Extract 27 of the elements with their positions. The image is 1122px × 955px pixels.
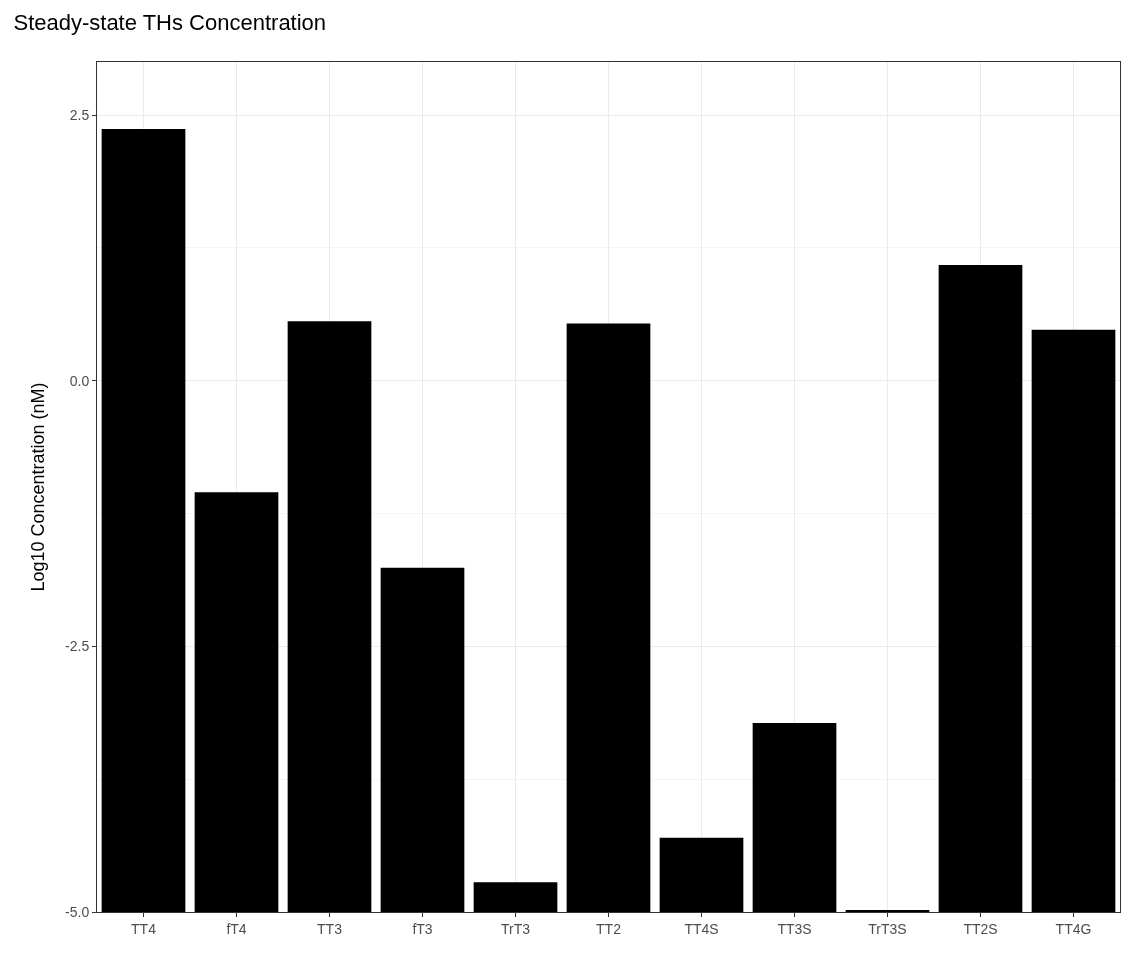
x-tick-label: TT2: [596, 920, 622, 937]
bar: [566, 323, 651, 912]
bar: [380, 567, 465, 912]
y-tick-label: -2.5: [65, 638, 90, 655]
x-tick-label: TT4: [131, 920, 157, 937]
bar: [752, 722, 837, 912]
x-tick-label: TrT3S: [868, 920, 907, 937]
x-tick-label: fT4: [226, 920, 247, 937]
y-axis-title: Log10 Concentration (nM): [28, 382, 49, 592]
y-tick-label: 0.0: [69, 372, 90, 389]
y-tick-label: 2.5: [69, 107, 90, 124]
x-tick-label: TT3: [317, 920, 343, 937]
x-tick-label: TT2S: [963, 920, 998, 937]
chart-title: Steady-state THs Concentration: [13, 9, 327, 35]
x-tick-label: TT3S: [777, 920, 812, 937]
bar: [194, 492, 279, 912]
bar: [287, 321, 372, 912]
bar: [473, 882, 558, 912]
y-tick-label: -5.0: [65, 903, 90, 920]
x-tick-label: TT4G: [1055, 920, 1092, 937]
x-tick-label: fT3: [412, 920, 433, 937]
bar: [1031, 329, 1116, 912]
bar: [938, 264, 1023, 912]
bar: [659, 837, 744, 912]
x-tick-label: TrT3: [500, 920, 531, 937]
bar: [101, 128, 186, 912]
x-tick-label: TT4S: [684, 920, 719, 937]
